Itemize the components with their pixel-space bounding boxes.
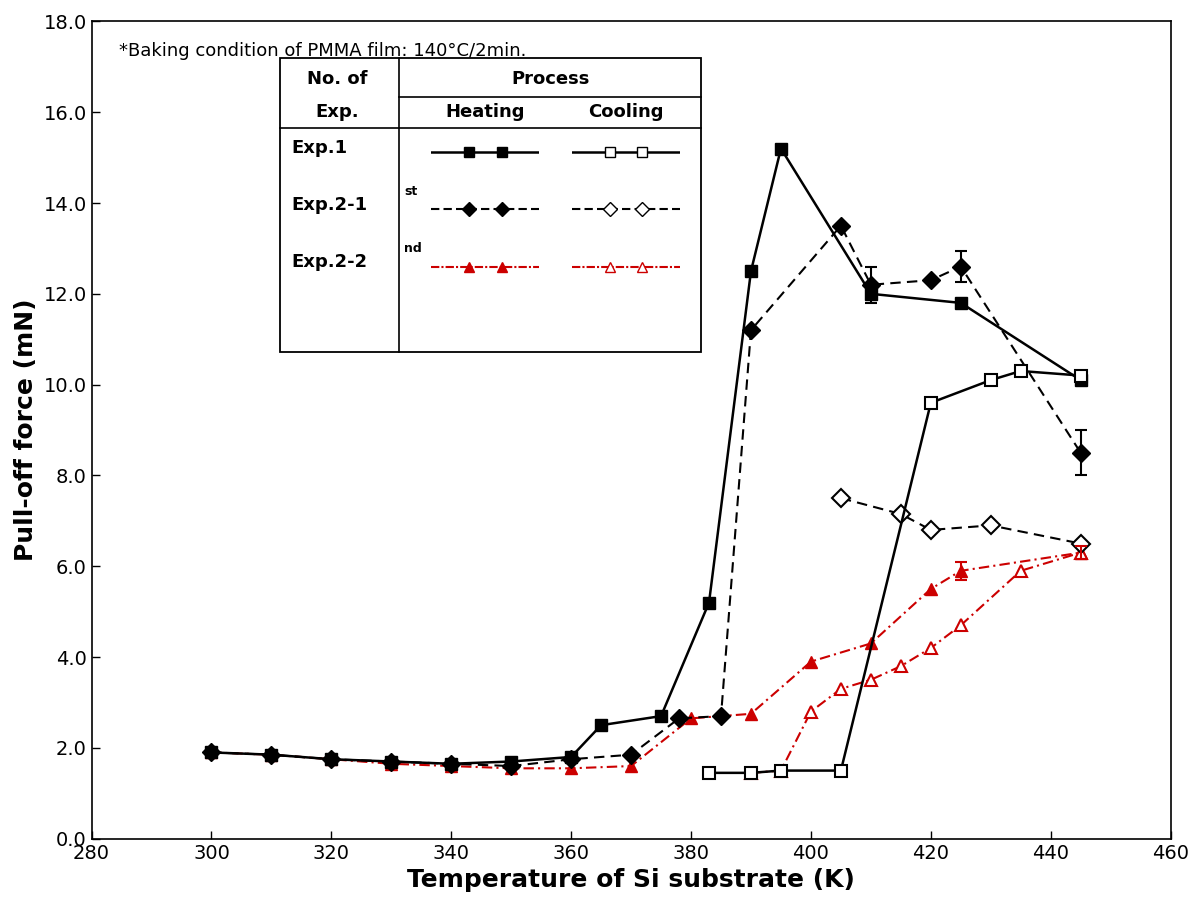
Text: Process: Process [511,71,589,89]
Text: Heating: Heating [445,103,526,121]
Text: *Baking condition of PMMA film: 140°C/2min.: *Baking condition of PMMA film: 140°C/2m… [119,42,526,60]
Text: Exp.2-2: Exp.2-2 [291,254,367,272]
Text: Exp.2-1: Exp.2-1 [291,197,367,215]
Text: st: st [404,185,417,198]
Y-axis label: Pull-off force (mN): Pull-off force (mN) [14,299,37,562]
Text: nd: nd [404,242,422,255]
Text: Exp.: Exp. [315,103,360,121]
Text: Exp.1: Exp.1 [291,140,348,157]
X-axis label: Temperature of Si substrate (K): Temperature of Si substrate (K) [407,868,855,892]
Text: No. of: No. of [307,71,368,89]
Text: Cooling: Cooling [588,103,663,121]
FancyBboxPatch shape [280,58,701,352]
